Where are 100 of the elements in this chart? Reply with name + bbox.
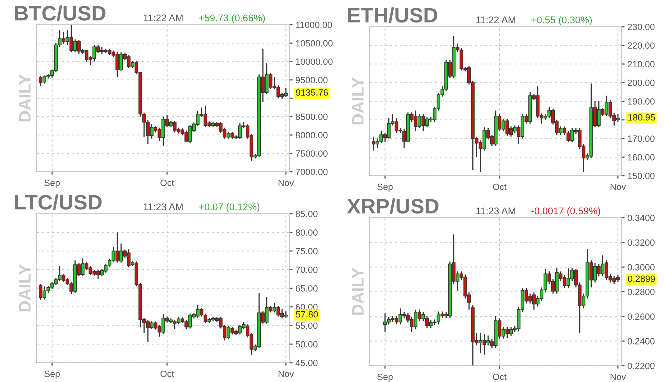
y-tick-label: 0.3200 bbox=[628, 240, 655, 246]
candlestick bbox=[593, 262, 598, 284]
y-tick-label: 10500.00 bbox=[296, 40, 333, 47]
candlestick bbox=[150, 124, 154, 140]
text: 11:22 AM bbox=[144, 14, 183, 22]
candlestick bbox=[272, 302, 276, 314]
candlestick bbox=[39, 283, 43, 301]
candlestick bbox=[422, 114, 426, 132]
candlestick bbox=[414, 110, 418, 132]
annotation: 180.95 bbox=[628, 114, 656, 121]
candlestick bbox=[162, 314, 166, 334]
candlestick bbox=[509, 326, 514, 337]
y-tick-label: 85.00 bbox=[296, 210, 318, 218]
candlestick bbox=[120, 243, 124, 264]
x-tick-label: Sep bbox=[44, 370, 60, 380]
text: -0.0017 (0.59%) bbox=[532, 207, 600, 217]
y-tick-label: 45.00 bbox=[296, 360, 318, 366]
y-tick-label: 150.00 bbox=[628, 172, 655, 180]
candlestick bbox=[570, 128, 574, 144]
x-tick-label: Oct bbox=[160, 180, 174, 186]
candlestick bbox=[280, 308, 284, 320]
text: +0.07 (0.12%) bbox=[199, 203, 260, 213]
candlestick bbox=[112, 246, 116, 263]
candlestick bbox=[425, 315, 430, 329]
y-tick-label: 220.00 bbox=[628, 42, 655, 49]
x-tick-label: Oct bbox=[493, 374, 507, 380]
candlestick bbox=[116, 232, 120, 264]
y-tick-label: 7500.00 bbox=[296, 150, 328, 157]
y-tick-label: 55.00 bbox=[296, 322, 318, 330]
candlestick bbox=[238, 122, 242, 140]
candlestick bbox=[226, 326, 230, 340]
y-tick-label: 8500.00 bbox=[296, 114, 328, 120]
y-tick-label: 65.00 bbox=[296, 285, 318, 292]
y-tick-label: 0.3400 bbox=[628, 214, 655, 222]
text: 11:23 AM bbox=[144, 204, 183, 211]
candlestick bbox=[383, 313, 388, 333]
candlestick bbox=[81, 258, 85, 277]
x-tick-label: Nov bbox=[278, 180, 294, 186]
candlestick bbox=[604, 260, 609, 281]
y-tick-label: 9500.00 bbox=[296, 77, 328, 84]
y-tick-label: 80.00 bbox=[296, 230, 318, 236]
candlestick bbox=[70, 25, 74, 54]
candlestick bbox=[414, 309, 418, 330]
candlestick bbox=[387, 118, 391, 140]
y-tick-label: 160.00 bbox=[628, 154, 655, 161]
chart-title: XRP/USD bbox=[347, 198, 439, 214]
candlestick bbox=[566, 130, 570, 144]
candlestick bbox=[425, 116, 430, 128]
text: 11:22 AM bbox=[476, 16, 516, 24]
y-tick-label: 7000.00 bbox=[296, 168, 328, 176]
y-tick-label: 190.00 bbox=[628, 98, 655, 105]
candlestick bbox=[528, 293, 532, 304]
x-tick-label: Oct bbox=[493, 184, 507, 190]
candlestick bbox=[238, 324, 242, 336]
x-tick-label: Oct bbox=[160, 370, 174, 378]
candlestick bbox=[188, 124, 192, 144]
candlestick bbox=[85, 49, 89, 64]
y-tick-label: 11000.00 bbox=[296, 22, 332, 28]
candlestick bbox=[506, 326, 510, 339]
candlestick bbox=[597, 264, 601, 278]
x-tick-label: Sep bbox=[378, 184, 393, 192]
y-tick-label: 230.00 bbox=[628, 24, 655, 30]
candlestick bbox=[394, 118, 399, 134]
annotation: 9135.76 bbox=[296, 90, 328, 96]
y-tick-label: 200.00 bbox=[628, 80, 655, 86]
x-tick-label: Nov bbox=[278, 370, 294, 378]
y-tick-label: 210.00 bbox=[628, 61, 655, 68]
candlestick bbox=[162, 116, 166, 147]
candlestick bbox=[486, 335, 490, 346]
y-tick-label: 70.00 bbox=[296, 266, 318, 274]
candlestick bbox=[127, 54, 131, 69]
y-tick-label: 50.00 bbox=[296, 341, 318, 348]
y-tick-label: 0.2600 bbox=[628, 314, 655, 320]
annotation: 0.2899 bbox=[628, 276, 656, 282]
x-tick-label: Sep bbox=[44, 180, 60, 188]
candlestick bbox=[482, 334, 486, 356]
candlestick bbox=[398, 308, 402, 326]
candlestick bbox=[604, 95, 609, 117]
chart-title: BTC/USD bbox=[15, 6, 106, 22]
candlestick bbox=[188, 313, 192, 330]
candlestick bbox=[597, 100, 601, 128]
candlestick bbox=[265, 296, 269, 324]
candlestick bbox=[555, 267, 559, 294]
candlestick bbox=[204, 105, 208, 128]
y-tick-label: 10000.00 bbox=[296, 58, 333, 66]
chart-title: LTC/USD bbox=[15, 194, 102, 210]
text: +0.55 (0.30%) bbox=[532, 16, 592, 26]
candlestick bbox=[372, 136, 376, 152]
text: +59.73 (0.66%) bbox=[199, 14, 266, 24]
y-tick-label: 0.2200 bbox=[628, 362, 655, 370]
candlestick bbox=[42, 286, 46, 300]
candlestick bbox=[74, 39, 78, 54]
candlestick bbox=[39, 76, 43, 87]
candlestick bbox=[380, 130, 384, 144]
y-tick-label: 170.00 bbox=[628, 136, 655, 142]
x-tick-label: Nov bbox=[610, 374, 626, 380]
y-tick-label: 0.2800 bbox=[628, 288, 655, 296]
candlestick bbox=[62, 32, 66, 45]
candlestick bbox=[77, 40, 81, 55]
chart-title: ETH/USD bbox=[348, 8, 438, 24]
